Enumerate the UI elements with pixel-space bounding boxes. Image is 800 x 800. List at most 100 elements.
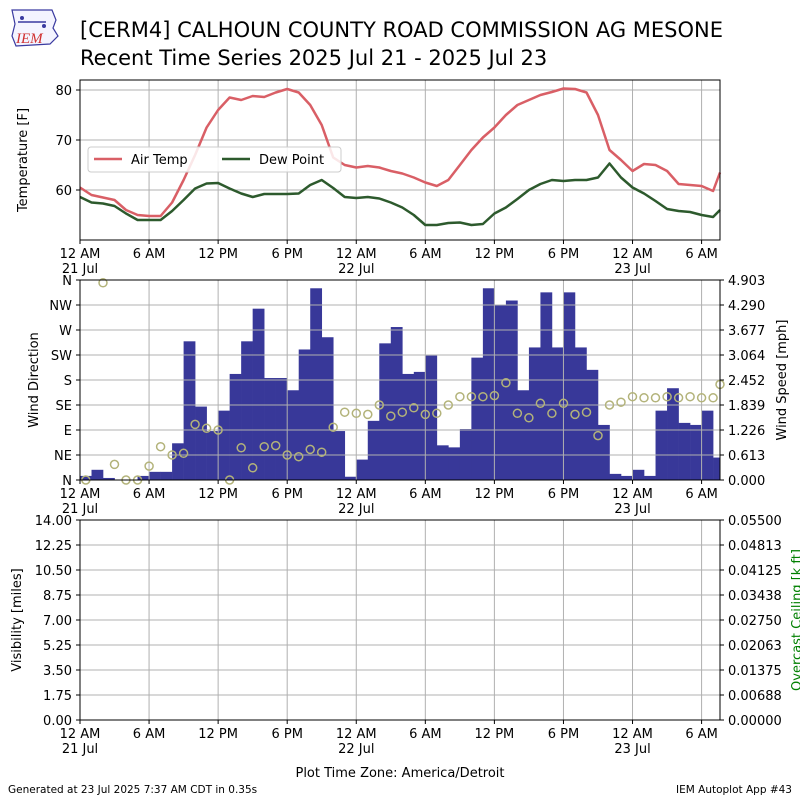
wind-direction-point: [708, 393, 718, 403]
x-tick-label: 6 PM: [548, 247, 579, 262]
wind-speed-bar: [494, 304, 507, 480]
x-tick-date-label: 21 Jul: [62, 742, 98, 757]
y-tick-label: 70: [55, 134, 72, 149]
wind-direction-point: [432, 408, 442, 419]
x-tick-label: 12 PM: [198, 247, 238, 262]
wind-direction-point: [98, 278, 108, 288]
x-tick-date-label: 22 Jul: [338, 262, 374, 277]
visibility-tick-label: 14.00: [35, 514, 72, 529]
wind-speed-bar: [690, 424, 702, 480]
x-tick-label: 6 AM: [409, 487, 442, 502]
speed-tick-label: 1.226: [728, 424, 765, 439]
wind-speed-bar: [229, 373, 242, 480]
wind-speed-bar: [551, 347, 564, 480]
speed-tick-label: 2.452: [728, 374, 765, 389]
wind-speed-bar: [160, 471, 173, 480]
wind-direction-point: [616, 397, 626, 407]
wind-direction-point: [155, 441, 166, 452]
wind-speed-bar: [713, 457, 721, 480]
wind-direction-point: [558, 398, 569, 409]
wind-direction-point: [409, 403, 419, 413]
wind-direction-point: [144, 461, 154, 471]
direction-tick-label: S: [64, 374, 72, 389]
wind-speed-bar: [448, 447, 461, 480]
wind-speed-bar: [287, 390, 299, 480]
wind-speed-bar: [367, 420, 380, 480]
wind-direction-point: [363, 409, 373, 420]
visibility-tick-label: 5.25: [43, 639, 72, 654]
ceiling-tick-label: 0.02063: [728, 639, 782, 654]
wind-direction-point: [339, 407, 350, 417]
wind-speed-bar: [667, 388, 679, 480]
wind-speed-bar: [264, 378, 276, 480]
wind-direction-point: [673, 393, 684, 403]
wind-direction-point: [259, 441, 269, 452]
wind-direction-ticks: N NE E SE S SW W NW N: [49, 274, 80, 489]
wind-direction-point: [397, 407, 408, 417]
wind-direction-point: [696, 393, 707, 403]
wind-direction-point: [236, 443, 246, 453]
wind-direction-point: [639, 393, 649, 403]
wind-speed-bar: [644, 475, 656, 480]
wind-direction-point: [685, 391, 695, 402]
wind-speed-bar: [252, 308, 265, 480]
wind-direction-point: [466, 391, 477, 402]
wind-speed-label: Wind Speed [mph]: [775, 320, 790, 441]
temperature-frame: [79, 79, 721, 241]
ceiling-tick-label: 0.04125: [728, 564, 782, 579]
x-tick-label: 6 PM: [548, 487, 579, 502]
wind-direction-point: [570, 409, 580, 420]
wind-direction-point: [282, 450, 292, 460]
wind-speed-bars: [80, 288, 721, 480]
wind-speed-bar: [563, 292, 576, 480]
wind-speed-bar: [390, 327, 403, 480]
direction-tick-label: SE: [56, 399, 72, 414]
x-tick-label: 6 AM: [409, 727, 442, 742]
wind-direction-point: [650, 393, 661, 403]
wind-direction-point: [627, 391, 638, 402]
x-tick-label: 12 AM: [60, 247, 101, 262]
x-tick-label: 6 PM: [271, 487, 302, 502]
wind-speed-bar: [586, 369, 599, 480]
temperature-y-ticks: 60 70 80: [55, 84, 80, 199]
wind-speed-bar: [218, 410, 230, 480]
wind-speed-bar: [310, 288, 323, 480]
wind-direction-point: [443, 400, 454, 410]
speed-tick-label: 1.839: [728, 399, 765, 414]
wind-direction-point: [293, 451, 304, 462]
visibility-tick-label: 7.00: [43, 614, 72, 629]
ceiling-tick-label: 0.00000: [728, 714, 782, 729]
wind-direction-point: [178, 448, 189, 459]
wind-direction-point: [328, 422, 338, 432]
x-tick-label: 12 AM: [336, 487, 377, 502]
visibility-panel: 0.001.753.505.257.008.7510.5012.2514.00 …: [10, 514, 800, 757]
wind-speed-bar: [574, 347, 587, 480]
x-tick-date-label: 23 Jul: [614, 742, 650, 757]
ceiling-tick-label: 0.04813: [728, 539, 782, 554]
speed-tick-label: 3.064: [728, 349, 765, 364]
y-tick-label: 80: [55, 84, 72, 99]
dew-point-line: [79, 162, 721, 227]
x-tick-date-label: 23 Jul: [614, 262, 650, 277]
wind-speed-bar: [517, 390, 530, 480]
iem-logo: IEM: [6, 6, 62, 52]
visibility-grid: [79, 519, 720, 721]
legend-label-air-temp: Air Temp: [131, 153, 188, 168]
wind-speed-bar: [402, 373, 415, 480]
x-tick-label: 12 AM: [60, 487, 101, 502]
wind-direction-point: [167, 450, 177, 460]
wind-direction-point: [270, 440, 281, 451]
wind-direction-point: [604, 400, 615, 410]
wind-speed-bar: [275, 378, 288, 480]
wind-direction-point: [351, 408, 362, 419]
direction-tick-label: N: [62, 274, 72, 289]
x-tick-label: 6 AM: [133, 727, 166, 742]
wind-direction-point: [535, 398, 546, 409]
visibility-label: Visibility [miles]: [10, 568, 25, 671]
wind-direction-point: [489, 390, 500, 401]
wind-direction-point: [109, 459, 120, 470]
ceiling-tick-label: 0.01375: [728, 664, 782, 679]
